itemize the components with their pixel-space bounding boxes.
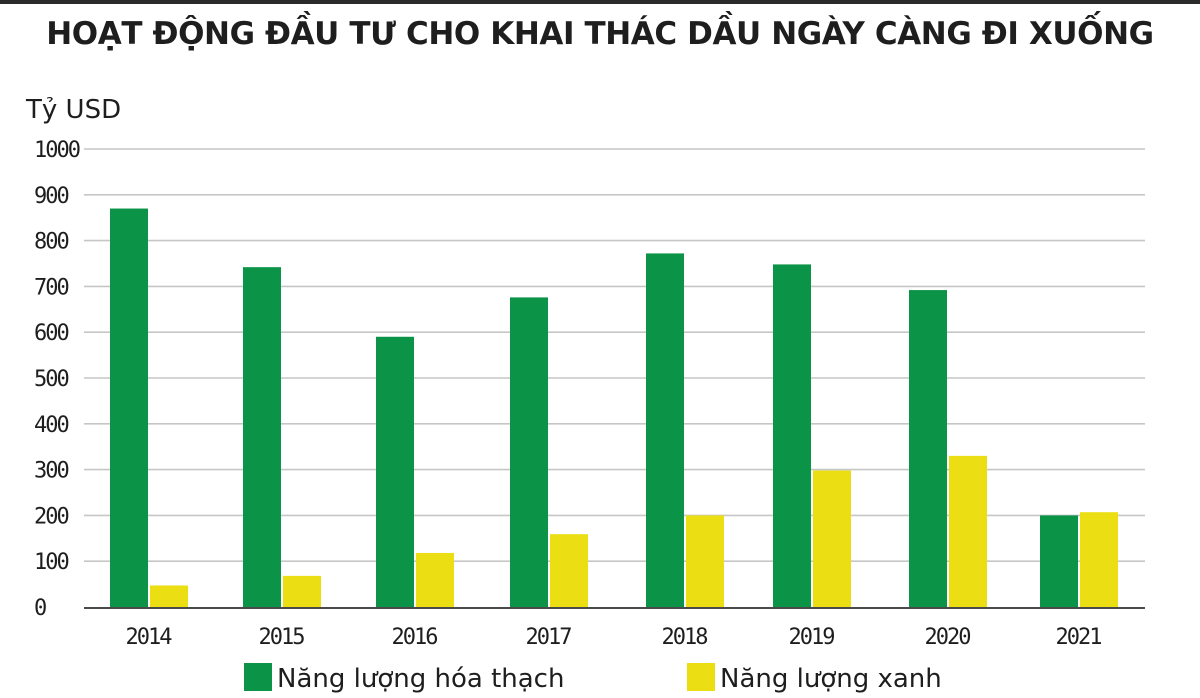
x-tick-label: 2016: [392, 625, 438, 650]
y-tick-label: 300: [34, 459, 68, 484]
bar-fossil-energy: [243, 267, 281, 607]
bar-green-energy: [150, 585, 188, 607]
bar-fossil-energy: [510, 297, 548, 607]
x-tick-labels: 2014 2015 2016 2017 2018 2019 2020 2021: [126, 625, 1104, 650]
y-axis-label: Tỷ USD: [25, 95, 121, 125]
bar-green-energy: [550, 534, 588, 607]
legend-swatch: [687, 663, 715, 691]
chart-title: HOẠT ĐỘNG ĐẦU TƯ CHO KHAI THÁC DẦU NGÀY …: [46, 16, 1154, 52]
x-tick-label: 2019: [789, 625, 835, 650]
x-tick-label: 2014: [126, 625, 173, 650]
bar-fossil-energy: [1040, 515, 1078, 607]
y-tick-label: 200: [34, 504, 68, 529]
y-tick-label: 700: [34, 275, 68, 300]
bars: [110, 208, 1118, 608]
top-rule: [0, 0, 1200, 4]
y-tick-label: 0: [34, 596, 46, 621]
legend-swatch: [244, 663, 272, 691]
bar-green-energy: [283, 575, 321, 607]
bar-green-energy: [416, 552, 454, 607]
x-tick-label: 2020: [925, 625, 971, 650]
y-tick-label: 600: [34, 321, 68, 346]
legend-label: Năng lượng hóa thạch: [277, 664, 564, 694]
y-tick-label: 1000: [34, 138, 80, 163]
bar-fossil-energy: [110, 208, 148, 608]
bar-green-energy: [813, 470, 851, 607]
bar-fossil-energy: [909, 290, 947, 607]
x-tick-label: 2018: [662, 625, 708, 650]
x-tick-label: 2015: [259, 625, 305, 650]
y-tick-label: 900: [34, 184, 68, 209]
x-tick-label: 2021: [1056, 625, 1102, 650]
bar-fossil-energy: [646, 253, 684, 607]
bar-green-energy: [686, 515, 724, 607]
bar-fossil-energy: [773, 264, 811, 607]
legend: Năng lượng hóa thạch Năng lượng xanh: [244, 663, 942, 694]
bar-green-energy: [1080, 512, 1118, 607]
y-tick-labels: 0 100 200 300 400 500 600 700 800 900 1000: [34, 138, 82, 621]
y-tick-label: 100: [34, 550, 68, 575]
legend-label: Năng lượng xanh: [720, 664, 942, 694]
bar-fossil-energy: [376, 336, 414, 607]
y-tick-label: 800: [34, 230, 68, 255]
bar-green-energy: [949, 455, 987, 607]
x-tick-label: 2017: [526, 625, 572, 650]
y-tick-label: 500: [34, 367, 68, 392]
y-tick-label: 400: [34, 413, 68, 438]
